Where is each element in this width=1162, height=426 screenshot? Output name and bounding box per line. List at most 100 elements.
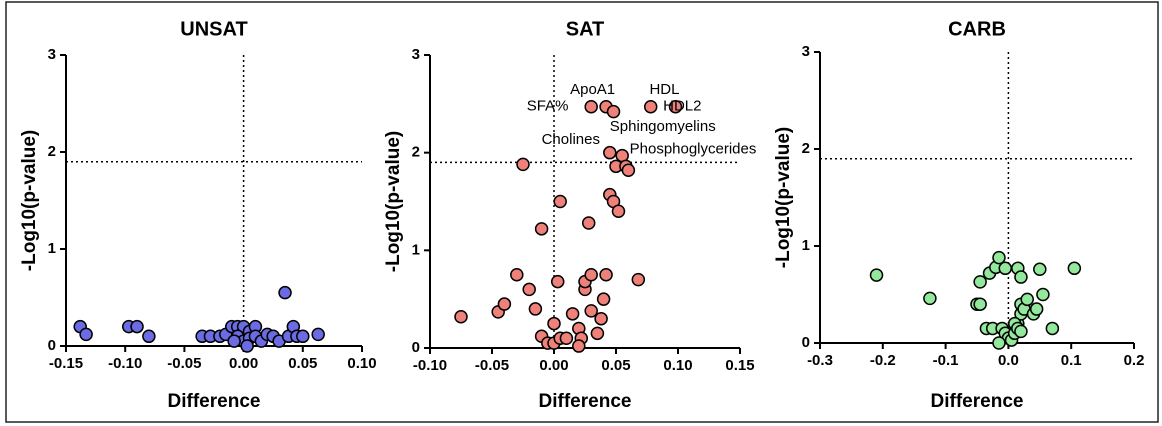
annotation: Phosphoglycerides — [630, 141, 757, 158]
annotation: SFA% — [527, 98, 569, 115]
point — [510, 268, 524, 282]
point — [923, 291, 937, 306]
y-tick-label: 1 — [48, 240, 56, 257]
point — [1020, 292, 1034, 307]
y-tick-label: 3 — [48, 46, 56, 63]
x-axis-title: Difference — [539, 391, 632, 412]
y-tick-label: 0 — [412, 339, 420, 356]
x-tick-label: -0.15 — [49, 355, 83, 372]
x-tick-label: 0.00 — [539, 357, 568, 374]
point — [296, 329, 310, 344]
annotation: ApoA1 — [570, 81, 615, 98]
point — [534, 222, 549, 236]
chart-title: CARB — [948, 18, 1006, 40]
point — [594, 311, 608, 326]
point — [79, 327, 93, 342]
annotation: Cholines — [542, 131, 600, 148]
x-tick-label: -0.10 — [413, 357, 447, 374]
x-tick-label: -0.1 — [933, 352, 959, 369]
point — [130, 319, 144, 334]
point — [278, 285, 292, 300]
y-tick-label: 1 — [412, 241, 420, 258]
x-tick-label: -0.10 — [108, 355, 142, 372]
point — [547, 316, 561, 331]
point — [643, 100, 658, 114]
point — [998, 261, 1013, 276]
point — [869, 268, 884, 282]
point — [992, 250, 1006, 265]
x-tick-label: -0.2 — [870, 352, 896, 369]
x-tick-label: 0.1 — [1061, 352, 1082, 369]
x-tick-label: 0.15 — [725, 357, 754, 374]
point — [311, 327, 325, 342]
x-axis-title: Difference — [931, 391, 1024, 412]
point — [142, 329, 156, 344]
x-tick-label: -0.05 — [475, 357, 509, 374]
point — [606, 104, 621, 119]
point — [581, 216, 596, 230]
point — [973, 297, 987, 311]
chart-title: UNSAT — [180, 18, 247, 40]
point — [603, 145, 617, 160]
point — [631, 272, 646, 287]
point — [1033, 262, 1047, 277]
y-tick-label: 2 — [412, 144, 420, 161]
x-tick-label: 0.05 — [288, 355, 317, 372]
annotation: Sphingomyelins — [610, 118, 716, 135]
frame — [5, 1, 1159, 423]
point — [1014, 324, 1028, 339]
point — [240, 339, 254, 353]
point — [584, 268, 598, 282]
point — [1029, 302, 1044, 316]
chart-title: SAT — [566, 18, 605, 40]
y-tick-label: 3 — [802, 43, 810, 60]
point — [668, 100, 683, 114]
point — [572, 339, 586, 353]
point — [528, 302, 543, 316]
point — [599, 268, 613, 282]
x-tick-label: 0.2 — [1124, 352, 1145, 369]
y-tick-label: 0 — [802, 334, 810, 351]
point — [454, 309, 468, 324]
point — [621, 163, 636, 177]
point — [992, 336, 1006, 350]
y-tick-label: 1 — [802, 237, 810, 254]
point — [559, 331, 574, 345]
y-tick-label: 2 — [48, 143, 56, 160]
x-tick-label: 0.05 — [601, 357, 630, 374]
point — [584, 304, 598, 318]
point — [497, 297, 512, 311]
point — [550, 274, 565, 289]
point — [1045, 321, 1060, 336]
point — [1014, 270, 1028, 284]
x-tick-label: 0.0 — [998, 352, 1019, 369]
point — [1067, 261, 1082, 276]
point — [973, 275, 987, 289]
point — [516, 157, 530, 172]
y-tick-label: 3 — [412, 46, 420, 63]
y-axis-title: -Log10(p-value) — [773, 127, 794, 268]
point — [522, 282, 536, 297]
annotation: HDL2 — [663, 98, 701, 115]
y-axis-title: -Log10(p-value) — [19, 130, 40, 271]
x-tick-label: 0.00 — [229, 355, 258, 372]
point — [553, 194, 567, 209]
point — [611, 204, 626, 219]
x-axis-title: Difference — [168, 391, 261, 412]
point — [584, 100, 598, 114]
x-tick-label: -0.05 — [167, 355, 201, 372]
x-tick-label: 0.10 — [347, 355, 376, 372]
point — [565, 307, 580, 321]
y-tick-label: 0 — [48, 337, 56, 354]
point — [590, 326, 605, 341]
y-tick-label: 2 — [802, 140, 810, 157]
point — [1036, 287, 1050, 302]
annotation: HDL — [649, 81, 679, 98]
x-tick-label: -0.3 — [807, 352, 833, 369]
y-axis-title: -Log10(p-value) — [383, 131, 404, 272]
x-tick-label: 0.10 — [663, 357, 692, 374]
point — [596, 292, 611, 306]
point — [227, 334, 241, 348]
